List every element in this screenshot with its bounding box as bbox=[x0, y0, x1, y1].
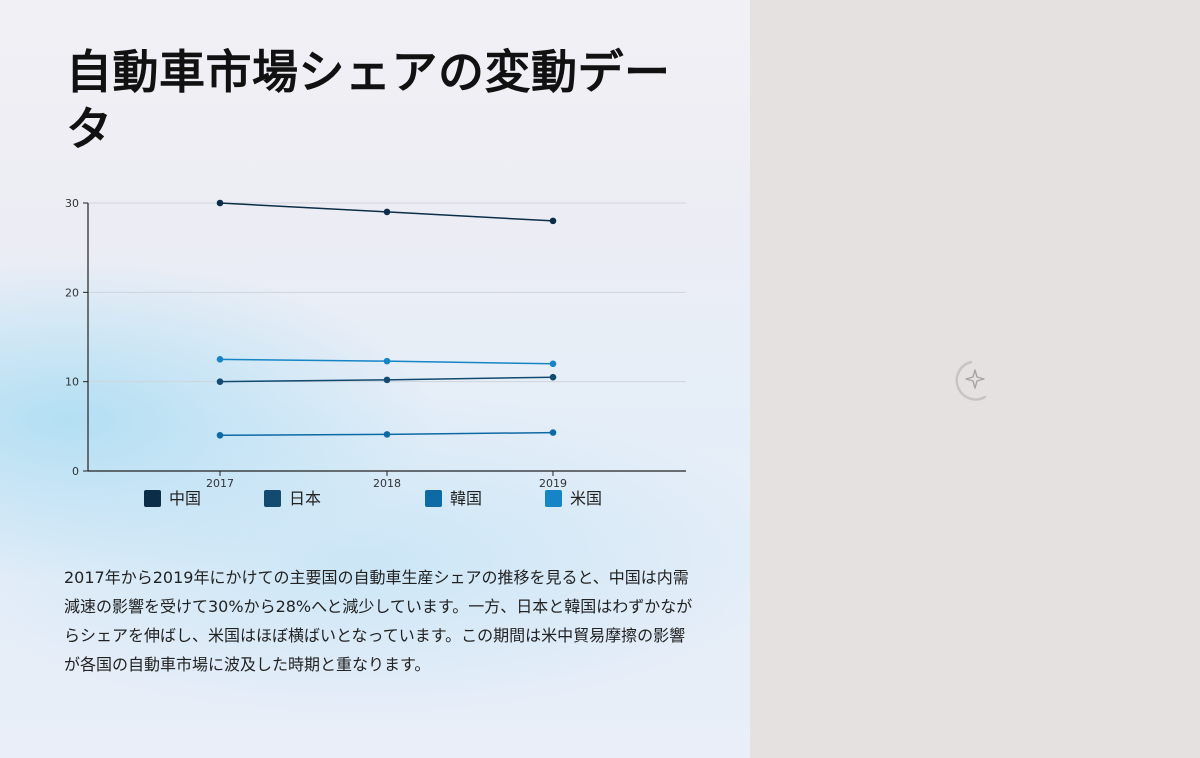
side-panel bbox=[750, 0, 1200, 758]
sparkle-loading-icon bbox=[950, 356, 998, 404]
y-tick-labels: 0 10 20 30 bbox=[65, 197, 79, 478]
chart-points bbox=[216, 199, 557, 439]
page-title: 自動車市場シェアの変動データ bbox=[66, 45, 671, 156]
chart-axes bbox=[83, 202, 686, 476]
chart-description: 2017年から2019年にかけての主要国の自動車生産シェアの推移を見ると、中国は… bbox=[64, 568, 693, 674]
data-point bbox=[549, 373, 557, 381]
content-panel bbox=[0, 0, 750, 758]
legend-swatch-1 bbox=[264, 490, 281, 507]
legend-label-2: 韓国 bbox=[450, 489, 482, 508]
legend-swatch-0 bbox=[144, 490, 161, 507]
chart-legend: 中国 日本 韓国 米国 bbox=[144, 489, 602, 508]
x-tick-label: 2018 bbox=[373, 477, 401, 490]
y-tick-label: 10 bbox=[65, 376, 79, 389]
data-point bbox=[383, 208, 391, 216]
y-tick-label: 30 bbox=[65, 197, 79, 210]
line-chart: 0 10 20 30 2017 2018 2019 中国 日本 韓国 米国 bbox=[65, 197, 686, 508]
chart-series-lines bbox=[219, 202, 554, 437]
x-tick-labels: 2017 2018 2019 bbox=[206, 477, 567, 490]
data-point bbox=[549, 217, 557, 225]
data-point bbox=[216, 356, 224, 363]
data-point bbox=[383, 357, 391, 365]
data-point bbox=[216, 378, 224, 385]
chart-grid bbox=[88, 202, 686, 383]
x-tick-label: 2017 bbox=[206, 477, 234, 490]
data-point bbox=[216, 431, 224, 439]
legend-swatch-3 bbox=[545, 490, 562, 507]
data-point bbox=[383, 376, 391, 384]
legend-label-1: 日本 bbox=[289, 489, 321, 508]
data-point bbox=[216, 199, 224, 207]
legend-label-0: 中国 bbox=[169, 489, 201, 508]
legend-label-3: 米国 bbox=[570, 489, 602, 508]
data-point bbox=[549, 429, 557, 436]
y-tick-label: 20 bbox=[65, 286, 79, 299]
data-point bbox=[383, 431, 391, 438]
legend-swatch-2 bbox=[425, 490, 442, 507]
data-point bbox=[549, 360, 557, 368]
y-tick-label: 0 bbox=[72, 465, 79, 478]
x-tick-label: 2019 bbox=[539, 477, 567, 490]
